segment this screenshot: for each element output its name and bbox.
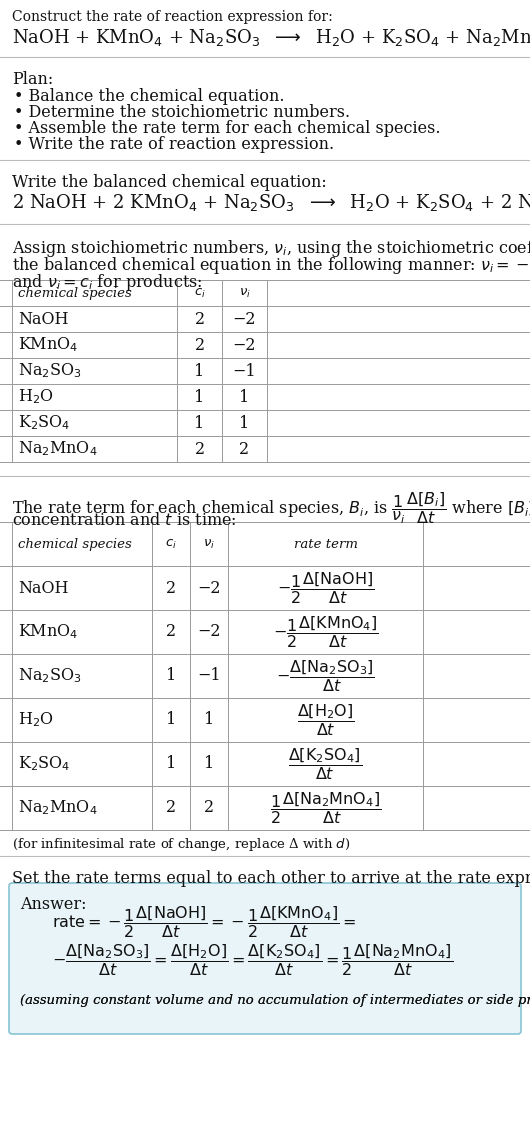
Text: H$_2$O: H$_2$O — [18, 388, 54, 406]
Text: Construct the rate of reaction expression for:: Construct the rate of reaction expressio… — [12, 10, 333, 24]
Text: Set the rate terms equal to each other to arrive at the rate expression:: Set the rate terms equal to each other t… — [12, 869, 530, 887]
Text: $c_i$: $c_i$ — [165, 537, 177, 551]
Text: Na$_2$SO$_3$: Na$_2$SO$_3$ — [18, 667, 82, 685]
Text: • Balance the chemical equation.: • Balance the chemical equation. — [14, 88, 285, 105]
Text: chemical species: chemical species — [18, 537, 132, 551]
Text: 1: 1 — [204, 711, 214, 728]
Text: • Write the rate of reaction expression.: • Write the rate of reaction expression. — [14, 137, 334, 152]
Text: The rate term for each chemical species, $B_i$, is $\dfrac{1}{\nu_i}\dfrac{\Delt: The rate term for each chemical species,… — [12, 490, 530, 526]
Text: 2: 2 — [166, 624, 176, 641]
Text: $\dfrac{\Delta[\mathrm{K_2SO_4}]}{\Delta t}$: $\dfrac{\Delta[\mathrm{K_2SO_4}]}{\Delta… — [288, 747, 363, 782]
Text: −2: −2 — [233, 311, 256, 328]
Text: rate term: rate term — [294, 537, 358, 551]
Text: • Assemble the rate term for each chemical species.: • Assemble the rate term for each chemic… — [14, 119, 440, 137]
Text: $-\dfrac{1}{2}\dfrac{\Delta[\mathrm{NaOH}]}{\Delta t}$: $-\dfrac{1}{2}\dfrac{\Delta[\mathrm{NaOH… — [277, 570, 374, 607]
Text: −2: −2 — [197, 579, 221, 596]
Text: KMnO$_4$: KMnO$_4$ — [18, 336, 78, 354]
Text: 1: 1 — [195, 388, 205, 405]
Text: $\dfrac{1}{2}\dfrac{\Delta[\mathrm{Na_2MnO_4}]}{\Delta t}$: $\dfrac{1}{2}\dfrac{\Delta[\mathrm{Na_2M… — [270, 790, 381, 826]
Text: $-\dfrac{\Delta[\mathrm{Na_2SO_3}]}{\Delta t}$: $-\dfrac{\Delta[\mathrm{Na_2SO_3}]}{\Del… — [276, 658, 375, 694]
Text: and $\nu_i = c_i$ for products:: and $\nu_i = c_i$ for products: — [12, 272, 202, 292]
Text: Answer:: Answer: — [20, 896, 86, 913]
Text: $-\dfrac{\Delta[\mathrm{Na_2SO_3}]}{\Delta t} = \dfrac{\Delta[\mathrm{H_2O}]}{\D: $-\dfrac{\Delta[\mathrm{Na_2SO_3}]}{\Del… — [52, 942, 453, 978]
Text: 1: 1 — [166, 756, 176, 773]
Text: −2: −2 — [233, 337, 256, 354]
Text: 1: 1 — [166, 668, 176, 684]
Text: concentration and $t$ is time:: concentration and $t$ is time: — [12, 512, 237, 529]
Text: Plan:: Plan: — [12, 71, 53, 88]
FancyBboxPatch shape — [9, 883, 521, 1034]
Text: 2: 2 — [240, 440, 250, 457]
Text: $\nu_i$: $\nu_i$ — [238, 287, 251, 299]
Text: −2: −2 — [197, 624, 221, 641]
Text: 1: 1 — [166, 711, 176, 728]
Text: $\nu_i$: $\nu_i$ — [203, 537, 215, 551]
Text: (assuming constant volume and no accumulation of intermediates or side products): (assuming constant volume and no accumul… — [20, 993, 530, 1007]
Text: 1: 1 — [204, 756, 214, 773]
Text: $-\dfrac{1}{2}\dfrac{\Delta[\mathrm{KMnO_4}]}{\Delta t}$: $-\dfrac{1}{2}\dfrac{\Delta[\mathrm{KMnO… — [272, 615, 378, 650]
Text: Na$_2$MnO$_4$: Na$_2$MnO$_4$ — [18, 439, 98, 459]
Text: Write the balanced chemical equation:: Write the balanced chemical equation: — [12, 174, 327, 191]
Text: Assign stoichiometric numbers, $\nu_i$, using the stoichiometric coefficients, $: Assign stoichiometric numbers, $\nu_i$, … — [12, 238, 530, 259]
Text: (assuming constant volume and no accumulation of intermediates or side products): (assuming constant volume and no accumul… — [20, 993, 530, 1007]
Text: 1: 1 — [240, 388, 250, 405]
Text: (for infinitesimal rate of change, replace Δ with $d$): (for infinitesimal rate of change, repla… — [12, 836, 350, 854]
Text: $\mathrm{rate} = -\dfrac{1}{2}\dfrac{\Delta[\mathrm{NaOH}]}{\Delta t} = -\dfrac{: $\mathrm{rate} = -\dfrac{1}{2}\dfrac{\De… — [52, 904, 356, 940]
Text: the balanced chemical equation in the following manner: $\nu_i = -c_i$ for react: the balanced chemical equation in the fo… — [12, 255, 530, 277]
Text: Na$_2$SO$_3$: Na$_2$SO$_3$ — [18, 362, 82, 380]
Text: K$_2$SO$_4$: K$_2$SO$_4$ — [18, 413, 70, 432]
Text: NaOH: NaOH — [18, 311, 68, 328]
Text: −1: −1 — [197, 668, 221, 684]
Text: 1: 1 — [195, 414, 205, 431]
Text: NaOH: NaOH — [18, 579, 68, 596]
Text: 1: 1 — [195, 363, 205, 379]
Text: $\dfrac{\Delta[\mathrm{H_2O}]}{\Delta t}$: $\dfrac{\Delta[\mathrm{H_2O}]}{\Delta t}… — [297, 702, 355, 739]
Text: 2: 2 — [166, 579, 176, 596]
Text: KMnO$_4$: KMnO$_4$ — [18, 622, 78, 642]
Text: 2: 2 — [204, 800, 214, 816]
Text: K$_2$SO$_4$: K$_2$SO$_4$ — [18, 754, 70, 774]
Text: $c_i$: $c_i$ — [193, 287, 206, 299]
Text: 2: 2 — [195, 440, 205, 457]
Text: 2: 2 — [195, 311, 205, 328]
Text: chemical species: chemical species — [18, 287, 132, 299]
Text: Na$_2$MnO$_4$: Na$_2$MnO$_4$ — [18, 799, 98, 817]
Text: −1: −1 — [233, 363, 257, 379]
Text: 2: 2 — [166, 800, 176, 816]
Text: 2: 2 — [195, 337, 205, 354]
Text: NaOH + KMnO$_4$ + Na$_2$SO$_3$  $\longrightarrow$  H$_2$O + K$_2$SO$_4$ + Na$_2$: NaOH + KMnO$_4$ + Na$_2$SO$_3$ $\longrig… — [12, 27, 530, 48]
Text: H$_2$O: H$_2$O — [18, 710, 54, 729]
Text: • Determine the stoichiometric numbers.: • Determine the stoichiometric numbers. — [14, 104, 350, 121]
Text: 2 NaOH + 2 KMnO$_4$ + Na$_2$SO$_3$  $\longrightarrow$  H$_2$O + K$_2$SO$_4$ + 2 : 2 NaOH + 2 KMnO$_4$ + Na$_2$SO$_3$ $\lon… — [12, 192, 530, 213]
Text: 1: 1 — [240, 414, 250, 431]
